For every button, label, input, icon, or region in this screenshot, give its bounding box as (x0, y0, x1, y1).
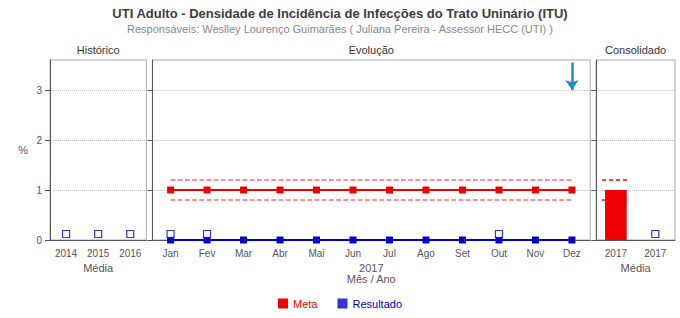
svg-text:2016: 2016 (119, 248, 142, 259)
svg-text:3: 3 (36, 85, 42, 96)
svg-text:Média: Média (621, 262, 652, 274)
svg-text:Responsáveis: Weslley Lourenço: Responsáveis: Weslley Lourenço Guimarães… (127, 23, 553, 35)
svg-text:Out: Out (491, 248, 507, 259)
svg-text:2015: 2015 (87, 248, 110, 259)
svg-text:Mar: Mar (235, 248, 253, 259)
svg-text:Mai: Mai (308, 248, 324, 259)
svg-text:1: 1 (36, 185, 42, 196)
svg-text:2017: 2017 (359, 262, 384, 275)
svg-text:Set: Set (455, 248, 470, 259)
svg-text:Jun: Jun (345, 248, 361, 259)
svg-text:Jan: Jan (163, 248, 179, 259)
svg-text:Evolução: Evolução (349, 44, 394, 56)
svg-text:Histórico: Histórico (77, 44, 120, 56)
svg-text:Resultado: Resultado (352, 298, 402, 310)
svg-text:Ago: Ago (417, 248, 435, 259)
svg-text:0: 0 (36, 235, 42, 246)
svg-text:Nov: Nov (527, 248, 545, 259)
svg-text:Dez: Dez (563, 248, 581, 259)
svg-text:Mês / Ano: Mês / Ano (347, 273, 396, 285)
svg-text:%: % (18, 144, 28, 156)
svg-text:Fev: Fev (199, 248, 216, 259)
svg-text:2014: 2014 (55, 248, 78, 259)
svg-text:Consolidado: Consolidado (605, 44, 666, 56)
svg-text:2017: 2017 (605, 248, 628, 259)
svg-text:2: 2 (36, 135, 42, 146)
svg-text:Abr: Abr (272, 248, 288, 259)
svg-text:Média: Média (83, 262, 114, 274)
svg-text:UTI Adulto - Densidade de Inci: UTI Adulto - Densidade de Incidência de … (112, 6, 567, 21)
svg-text:2017: 2017 (644, 248, 667, 259)
svg-text:Jul: Jul (383, 248, 396, 259)
svg-text:Meta: Meta (293, 298, 318, 310)
